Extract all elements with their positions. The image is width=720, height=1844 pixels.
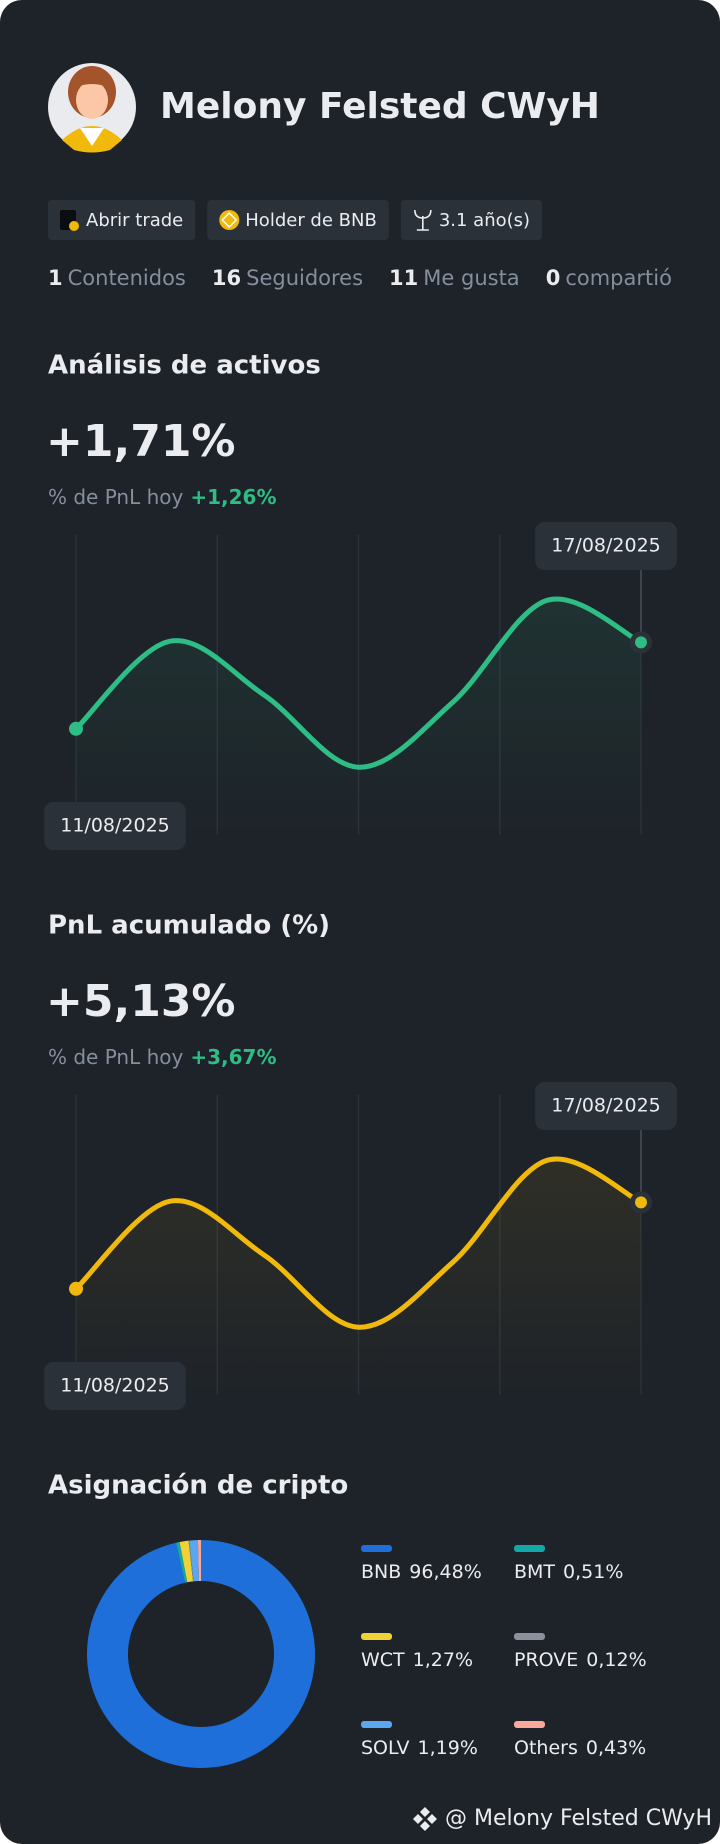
area <box>76 1158 641 1395</box>
subtitle-label: % de PnL hoy <box>48 1045 184 1069</box>
stat-value: 0 <box>546 266 561 290</box>
date-tooltip <box>535 1082 677 1130</box>
section-title: PnL acumulado (%) <box>48 911 330 941</box>
donut-slice <box>188 1540 194 1582</box>
legend-entry: BMT 0,51% <box>514 1561 623 1583</box>
stat-label: Seguidores <box>246 266 363 290</box>
headline-value: +1,71% <box>46 416 236 467</box>
legend-entry: BNB 96,48% <box>361 1561 482 1583</box>
profile-name: Melony Felsted CWyH <box>160 86 600 127</box>
subtitle-change: +3,67% <box>190 1045 276 1069</box>
badge <box>48 200 196 240</box>
legend-swatch <box>361 1545 392 1552</box>
stat: 16 Seguidores <box>212 266 363 290</box>
stat-label: compartió <box>565 266 672 290</box>
legend-value: 1,19% <box>418 1737 478 1759</box>
legend-name: PROVE <box>514 1649 578 1671</box>
subtitle: % de PnL hoy +3,67% <box>48 1045 277 1069</box>
stat-value: 16 <box>212 266 241 290</box>
subtitle-label: % de PnL hoy <box>48 485 184 509</box>
badge-icon <box>69 221 79 231</box>
stat: 0 compartió <box>546 266 672 290</box>
stat-value: 1 <box>48 266 63 290</box>
legend-value: 0,12% <box>586 1649 646 1671</box>
legend-swatch <box>361 1633 392 1640</box>
line <box>73 596 644 770</box>
legend-name: Others <box>514 1737 578 1759</box>
stat-label: Me gusta <box>423 266 519 290</box>
legend-entry: SOLV 1,19% <box>361 1737 478 1759</box>
donut-slice <box>175 1542 188 1583</box>
section-title: Análisis de activos <box>48 351 321 381</box>
stat-label: Contenidos <box>68 266 186 290</box>
subtitle: % de PnL hoy +1,26% <box>48 485 277 509</box>
badge-label: Holder de BNB <box>245 210 377 231</box>
date-tooltip <box>535 522 677 570</box>
legend-value: 0,43% <box>586 1737 646 1759</box>
date-label: 11/08/2025 <box>60 815 170 837</box>
endpoint <box>635 1196 647 1209</box>
legend-value: 1,27% <box>413 1649 473 1671</box>
badge-label: 3.1 año(s) <box>439 210 530 231</box>
donut-slice <box>189 1540 200 1582</box>
date-tooltip <box>44 802 186 850</box>
legend-entry: WCT 1,27% <box>361 1649 473 1671</box>
legend-swatch <box>514 1721 545 1728</box>
legend-swatch <box>514 1633 545 1640</box>
date-label: 11/08/2025 <box>60 1375 170 1397</box>
stat: 11 Me gusta <box>389 266 520 290</box>
badge-icon <box>414 209 432 231</box>
legend-name: WCT <box>361 1649 405 1671</box>
legend-name: BNB <box>361 1561 401 1583</box>
endpoint <box>69 1281 83 1296</box>
endpoint <box>69 721 83 736</box>
avatar <box>48 63 136 153</box>
stat-value: 11 <box>389 266 418 290</box>
line <box>73 1156 644 1330</box>
donut-slice <box>197 1540 201 1582</box>
area <box>76 598 641 835</box>
donut-slice <box>179 1540 194 1583</box>
date-tooltip <box>44 1362 186 1410</box>
legend-name: SOLV <box>361 1737 410 1759</box>
badge-label: Abrir trade <box>86 210 183 231</box>
legend-value: 0,51% <box>563 1561 623 1583</box>
date-label: 17/08/2025 <box>551 1095 661 1117</box>
date-label: 17/08/2025 <box>551 535 661 557</box>
badge-icon <box>221 211 238 229</box>
subtitle-change: +1,26% <box>190 485 276 509</box>
legend-value: 96,48% <box>409 1561 481 1583</box>
headline-value: +5,13% <box>46 976 236 1027</box>
section-title: Asignación de cripto <box>48 1471 348 1501</box>
binance-logo <box>412 1807 437 1831</box>
badge <box>207 200 389 240</box>
legend-swatch <box>361 1721 392 1728</box>
legend-swatch <box>514 1545 545 1552</box>
footer-handle: @ Melony Felsted CWyH <box>445 1806 712 1831</box>
stat: 1 Contenidos <box>48 266 186 290</box>
donut-slice <box>87 1540 316 1768</box>
legend-name: BMT <box>514 1561 555 1583</box>
legend-entry: PROVE 0,12% <box>514 1649 647 1671</box>
badge-icon <box>219 210 240 230</box>
legend-entry: Others 0,43% <box>514 1737 646 1759</box>
badge <box>400 200 543 240</box>
endpoint <box>635 636 647 649</box>
